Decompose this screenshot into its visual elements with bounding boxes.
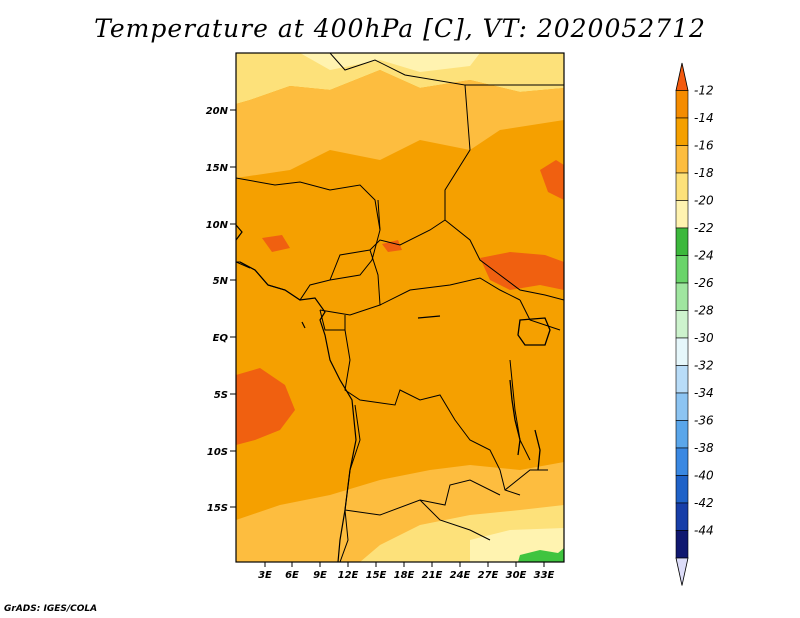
- lon-label: 3E: [258, 570, 272, 581]
- colorbar-swatch: [675, 172, 689, 201]
- chart-title: Temperature at 400hPa [C], VT: 202005271…: [94, 14, 706, 43]
- colorbar-label: -16: [694, 139, 714, 153]
- lon-label: 24E: [450, 570, 471, 581]
- colorbar-swatch: [675, 392, 689, 421]
- field-medium-north: [236, 70, 564, 178]
- colorbar-label: -36: [694, 414, 714, 428]
- temperature-field: [236, 53, 564, 562]
- map-frame: [235, 52, 565, 563]
- colorbar-label: -42: [694, 496, 714, 510]
- field-dark-ne: [540, 160, 564, 200]
- coastline: [236, 224, 357, 562]
- colorbar-swatch: [675, 200, 689, 229]
- colorbar-swatch: [675, 227, 689, 256]
- lon-axis: 3E 6E 9E 12E 15E 18E 21E 24E 27E 30E 33E: [258, 562, 555, 581]
- colorbar-swatch: [675, 420, 689, 449]
- lakes: [417, 315, 551, 471]
- lat-label: 20N: [206, 106, 229, 117]
- lat-label: 10N: [206, 220, 229, 231]
- colorbar-swatch: [675, 530, 689, 559]
- lon-label: 15E: [366, 570, 387, 581]
- colorbar-label: -12: [694, 84, 714, 98]
- lon-label: 27E: [478, 570, 499, 581]
- lat-label: 15S: [207, 503, 228, 514]
- lon-label: 33E: [534, 570, 555, 581]
- field-dark-spot: [382, 240, 402, 252]
- grads-credit: GrADS: IGES/COLA: [4, 604, 98, 614]
- colorbar-top-arrow: [675, 62, 689, 91]
- colorbar-swatch: [675, 502, 689, 531]
- colorbar-swatch: [675, 117, 689, 146]
- colorbar-label: -24: [694, 249, 714, 263]
- colorbar-label: -40: [694, 469, 714, 483]
- lon-label: 12E: [338, 570, 359, 581]
- colorbar-label: -28: [694, 304, 714, 318]
- colorbar-swatch: [675, 90, 689, 119]
- colorbar-label: -26: [694, 276, 714, 290]
- colorbar-swatch: [675, 475, 689, 504]
- lat-label: 5S: [214, 390, 228, 401]
- colorbar-label: -32: [694, 359, 714, 373]
- lon-label: 18E: [394, 570, 415, 581]
- lon-label: 21E: [422, 570, 443, 581]
- field-light-north: [236, 53, 564, 104]
- colorbar: -12 -14 -16 -18 -20 -22 -24 -26 -28 -30 -32 -34 -36 -…: [675, 62, 714, 586]
- field-dark-east: [480, 252, 564, 290]
- colorbar-swatch: [675, 145, 689, 174]
- colorbar-label: -18: [694, 166, 714, 180]
- field-green: [518, 548, 564, 562]
- colorbar-swatch: [675, 447, 689, 476]
- colorbar-label: -22: [694, 221, 714, 235]
- colorbar-label: -34: [694, 386, 714, 400]
- lat-axis: 20N 15N 10N 5N EQ 5S 10S 15S: [206, 106, 236, 514]
- colorbar-label: -38: [694, 441, 714, 455]
- lat-label: 15N: [206, 163, 229, 174]
- colorbar-label: -44: [694, 524, 714, 538]
- colorbar-swatch: [675, 310, 689, 339]
- colorbar-swatch: [675, 337, 689, 366]
- colorbar-label: -14: [694, 111, 714, 125]
- colorbar-swatch: [675, 282, 689, 311]
- field-dark-mid: [262, 235, 290, 252]
- field-dark-west: [236, 368, 295, 445]
- lat-label: 10S: [207, 447, 228, 458]
- colorbar-swatch: [675, 365, 689, 394]
- colorbar-bottom-arrow: [675, 557, 689, 586]
- colorbar-swatch: [675, 255, 689, 284]
- colorbar-label: -20: [694, 194, 714, 208]
- lon-label: 6E: [285, 570, 299, 581]
- field-palest-north: [300, 53, 480, 72]
- lat-label: 5N: [213, 276, 229, 287]
- lat-label: EQ: [213, 333, 229, 344]
- colorbar-label: -30: [694, 331, 714, 345]
- lon-label: 9E: [313, 570, 327, 581]
- lon-label: 30E: [506, 570, 527, 581]
